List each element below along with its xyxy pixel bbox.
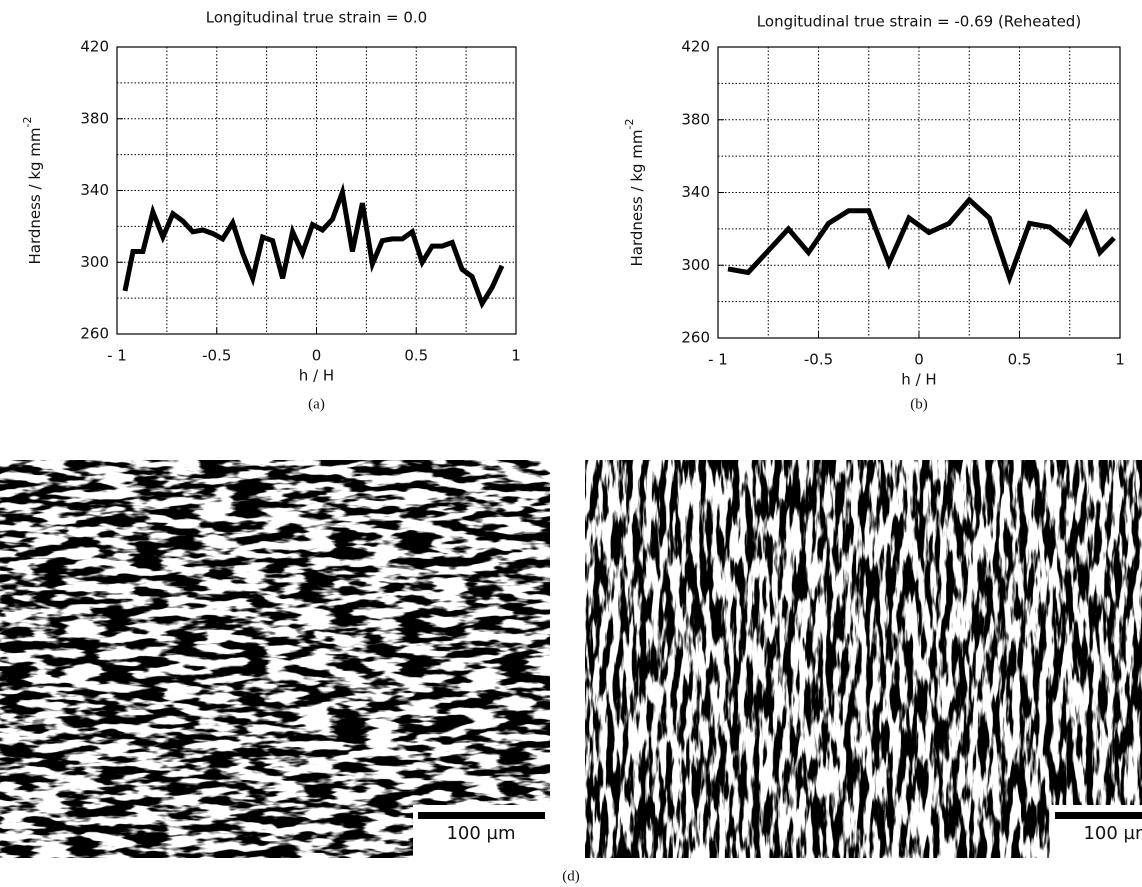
- y-tick-label: 260: [681, 329, 710, 347]
- micrograph-2: 100 µm: [585, 460, 1142, 858]
- x-tick-label: 0: [312, 347, 322, 365]
- scale-bar: [418, 812, 545, 819]
- chart: Longitudinal true strain = 0.0 260 300 340 3…: [21, 9, 521, 413]
- y-axis-label-text: Hardness / kg mm: [26, 127, 44, 264]
- x-axis-label: h / H: [901, 371, 936, 389]
- micrograph-1: 100 µm: [0, 460, 550, 858]
- chart: Longitudinal true strain = -0.69 (Reheat…: [623, 13, 1125, 413]
- chart-title: Longitudinal true strain = -0.69 (Reheat…: [757, 13, 1081, 31]
- y-tick-label: 420: [80, 38, 109, 56]
- plot-frame: [116, 46, 517, 335]
- y-axis-label-superscript: -2: [623, 118, 636, 129]
- x-tick-label: 1: [1115, 351, 1125, 369]
- x-tick-label: - 1: [708, 351, 728, 369]
- x-tick-label: -0.5: [804, 351, 833, 369]
- y-tick-label: 340: [681, 183, 710, 201]
- y-tick-label: 300: [681, 256, 710, 274]
- x-tick-label: 0: [914, 351, 924, 369]
- y-tick-label: 260: [80, 325, 109, 343]
- y-tick-label: 380: [681, 110, 710, 128]
- caption: (b): [910, 396, 928, 412]
- plot-frame: [717, 46, 1121, 339]
- y-tick-label: 380: [80, 109, 109, 127]
- scale-bar: [1055, 812, 1142, 819]
- data-line: [727, 196, 1116, 286]
- x-axis-label: h / H: [299, 367, 334, 385]
- y-tick-label: 420: [681, 38, 710, 56]
- y-axis-label-text: Hardness / kg mm: [628, 129, 646, 266]
- x-tick-label: - 1: [107, 347, 127, 365]
- caption: (d): [562, 868, 580, 884]
- x-tick-label: 1: [511, 347, 521, 365]
- x-tick-label: 0.5: [1008, 351, 1032, 369]
- x-tick-label: -0.5: [202, 347, 231, 365]
- y-axis-label: Hardness / kg mm-2: [21, 116, 44, 264]
- y-tick-label: 340: [80, 181, 109, 199]
- data-line: [122, 182, 505, 310]
- scale-bar-label: 100 µm: [446, 823, 515, 844]
- caption: (a): [308, 396, 325, 412]
- y-axis-label-superscript: -2: [21, 116, 34, 127]
- y-axis-label: Hardness / kg mm-2: [623, 118, 646, 266]
- y-tick-label: 300: [80, 253, 109, 271]
- x-tick-label: 0.5: [404, 347, 428, 365]
- scale-bar-label: 100 µm: [1083, 823, 1142, 844]
- chart-title: Longitudinal true strain = 0.0: [206, 9, 427, 27]
